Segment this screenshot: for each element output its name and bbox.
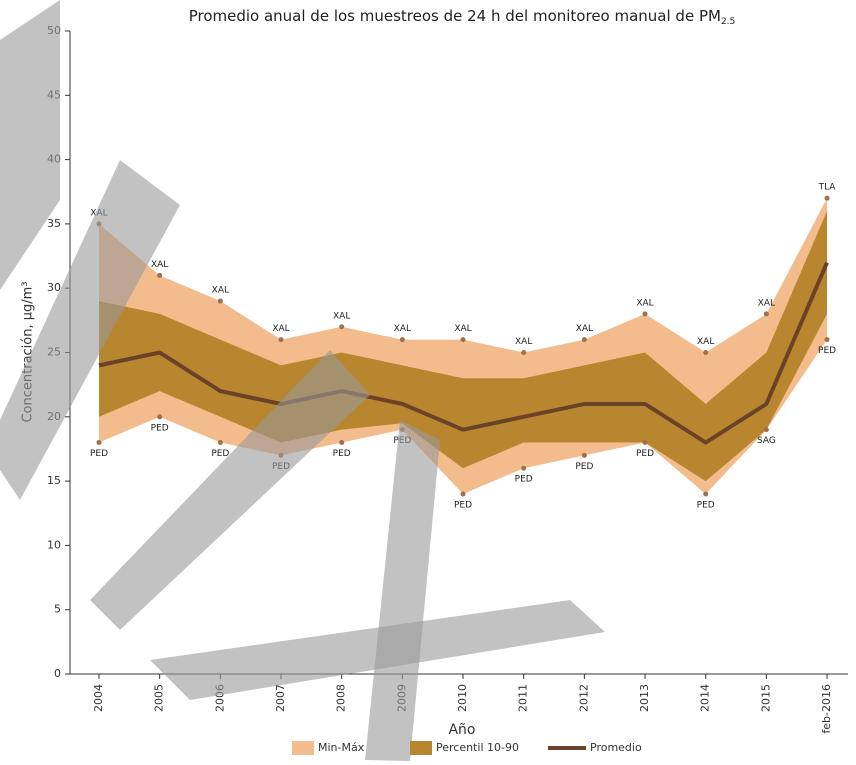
max-marker bbox=[278, 337, 284, 343]
max-marker bbox=[763, 311, 769, 317]
max-station: XAL bbox=[272, 324, 289, 334]
x-tick-label: 2015 bbox=[759, 684, 772, 712]
max-station: XAL bbox=[212, 286, 229, 296]
legend-swatch bbox=[410, 741, 432, 755]
min-station: SAG bbox=[757, 436, 776, 446]
legend-label: Percentil 10-90 bbox=[436, 741, 519, 754]
min-station: PED bbox=[818, 346, 836, 356]
max-station: XAL bbox=[151, 260, 168, 270]
max-station: XAL bbox=[454, 324, 471, 334]
min-station: PED bbox=[697, 500, 715, 510]
x-tick-label: 2014 bbox=[699, 684, 712, 712]
max-station: TLA bbox=[818, 183, 837, 193]
min-marker bbox=[157, 414, 163, 420]
y-tick-label: 10 bbox=[47, 538, 61, 551]
min-marker bbox=[339, 440, 345, 446]
y-tick-label: 15 bbox=[47, 474, 61, 487]
max-marker bbox=[642, 311, 648, 317]
legend-label: Promedio bbox=[590, 741, 642, 754]
watermark bbox=[365, 420, 440, 761]
min-station: PED bbox=[90, 449, 108, 459]
watermark bbox=[150, 600, 605, 700]
x-tick-label: 2004 bbox=[92, 684, 105, 712]
x-tick-label: 2008 bbox=[335, 684, 348, 712]
x-tick-label: 2011 bbox=[517, 684, 530, 712]
max-marker bbox=[703, 350, 709, 355]
max-station: XAL bbox=[394, 324, 411, 334]
x-axis-label: Año bbox=[448, 722, 475, 738]
min-marker bbox=[703, 491, 709, 497]
max-marker bbox=[581, 337, 587, 343]
max-marker bbox=[339, 324, 345, 330]
legend-swatch bbox=[292, 741, 314, 755]
x-tick-label: 2013 bbox=[638, 684, 651, 712]
y-tick-label: 35 bbox=[47, 217, 61, 230]
max-marker bbox=[460, 337, 466, 343]
min-station: PED bbox=[575, 462, 593, 472]
max-station: XAL bbox=[515, 337, 532, 347]
x-tick-label: 2012 bbox=[577, 684, 590, 712]
max-marker bbox=[824, 195, 830, 201]
title-main: Promedio anual de los muestreos de 24 h … bbox=[189, 7, 721, 25]
average-line bbox=[98, 261, 829, 445]
min-marker bbox=[96, 440, 102, 446]
max-marker bbox=[157, 272, 163, 278]
min-marker bbox=[581, 452, 587, 458]
max-station: XAL bbox=[636, 298, 653, 308]
max-station: XAL bbox=[576, 324, 593, 334]
min-station: PED bbox=[211, 449, 229, 459]
y-tick-label: 5 bbox=[54, 603, 61, 616]
x-tick-label: feb-2016 bbox=[820, 684, 833, 734]
min-station: PED bbox=[636, 449, 654, 459]
max-marker bbox=[217, 298, 223, 304]
min-marker bbox=[642, 440, 648, 446]
x-tick-label: 2005 bbox=[153, 684, 166, 712]
watermark bbox=[90, 350, 370, 630]
min-station: PED bbox=[515, 475, 533, 485]
min-station: PED bbox=[333, 449, 351, 459]
x-tick-label: 2007 bbox=[274, 684, 287, 712]
min-station: PED bbox=[454, 500, 472, 510]
min-marker bbox=[217, 440, 223, 446]
max-station: XAL bbox=[758, 298, 775, 308]
watermark bbox=[0, 0, 60, 290]
min-marker bbox=[460, 491, 466, 497]
chart-title: Promedio anual de los muestreos de 24 h … bbox=[189, 7, 736, 27]
max-marker bbox=[521, 350, 527, 355]
min-marker bbox=[763, 427, 769, 433]
max-station: XAL bbox=[333, 311, 350, 321]
min-marker bbox=[824, 337, 830, 343]
x-tick-label: 2010 bbox=[456, 684, 469, 712]
y-tick-label: 0 bbox=[54, 667, 61, 680]
min-marker bbox=[521, 465, 527, 471]
max-marker bbox=[399, 337, 405, 343]
legend-label: Min-Máx bbox=[318, 741, 365, 754]
y-tick-label: 30 bbox=[47, 281, 61, 294]
watermark bbox=[0, 160, 180, 500]
title-sub: 2.5 bbox=[721, 17, 735, 27]
min-station: PED bbox=[151, 423, 169, 433]
max-station: XAL bbox=[697, 337, 714, 347]
